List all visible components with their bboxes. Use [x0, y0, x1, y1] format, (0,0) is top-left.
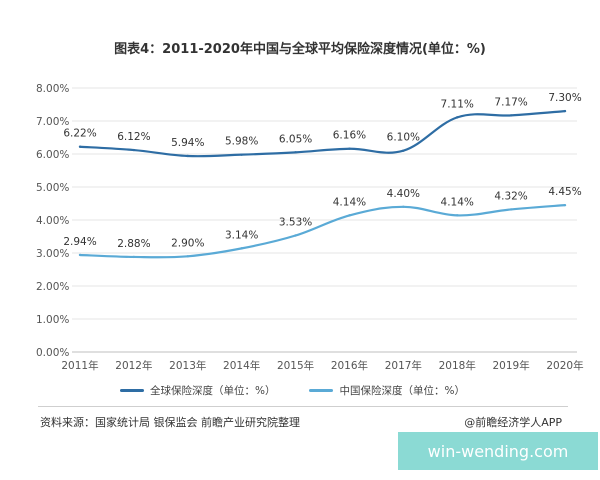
x-tick-label: 2020年 — [546, 359, 583, 372]
data-label: 6.22% — [63, 128, 96, 140]
x-tick-label: 2014年 — [223, 359, 260, 372]
data-point — [402, 205, 405, 208]
legend: 全球保险深度（单位：%） 中国保险深度（单位：%） — [120, 383, 465, 398]
data-label: 2.94% — [63, 236, 96, 248]
legend-item-china[interactable]: 中国保险深度（单位：%） — [309, 383, 465, 398]
data-point — [456, 116, 459, 119]
x-axis-ticks: 2011年 2012年 2013年 2014年 2015年 2016年 2017年 2018年… — [61, 359, 583, 372]
line-chart: 0.00% 1.00% 2.00% 3.00% 4.00% 5.00% 6.00% 7.00%… — [36, 83, 584, 372]
data-point — [294, 234, 297, 237]
data-label: 7.17% — [494, 96, 527, 108]
data-label: 4.14% — [441, 196, 474, 208]
x-tick-label: 2019年 — [492, 359, 529, 372]
data-label: 6.12% — [117, 131, 150, 143]
series-layer — [78, 109, 567, 259]
legend-swatch-global — [120, 389, 144, 392]
y-tick-label: 3.00% — [36, 248, 69, 260]
y-tick-label: 4.00% — [36, 215, 69, 227]
data-label: 2.90% — [171, 237, 204, 249]
y-tick-label: 8.00% — [36, 83, 69, 95]
x-tick-label: 2017年 — [385, 359, 422, 372]
data-point — [240, 247, 243, 250]
watermark-banner: win-wending.com — [398, 432, 598, 470]
data-label: 4.32% — [494, 190, 527, 202]
y-tick-label: 0.00% — [36, 347, 69, 359]
data-point — [563, 203, 567, 207]
data-point — [456, 214, 459, 217]
x-tick-label: 2016年 — [331, 359, 368, 372]
legend-swatch-china — [309, 389, 334, 392]
y-tick-label: 6.00% — [36, 149, 69, 161]
data-point — [240, 153, 243, 156]
data-label: 2.88% — [117, 238, 150, 250]
data-label: 5.98% — [225, 136, 258, 148]
grid-layer — [72, 87, 577, 353]
x-tick-label: 2015年 — [277, 359, 314, 372]
chart-title: 图表4：2011-2020年中国与全球平均保险深度情况(单位：%) — [114, 42, 486, 57]
data-label: 5.94% — [171, 137, 204, 149]
legend-label-global: 全球保险深度（单位：%） — [150, 385, 276, 397]
data-label: 4.14% — [333, 196, 366, 208]
data-point — [348, 214, 351, 217]
data-point — [294, 151, 297, 154]
data-point — [563, 109, 567, 113]
footer-divider — [38, 406, 568, 407]
y-tick-label: 7.00% — [36, 116, 69, 128]
data-label: 3.14% — [225, 229, 258, 241]
data-point — [132, 255, 136, 259]
series-line-global — [79, 110, 566, 158]
data-point — [402, 149, 405, 152]
data-point — [78, 145, 82, 148]
y-tick-label: 5.00% — [36, 182, 69, 194]
data-point — [509, 208, 513, 211]
data-label: 3.53% — [279, 217, 312, 229]
data-point — [132, 148, 136, 152]
data-point — [186, 255, 189, 258]
data-point — [186, 154, 189, 158]
x-tick-label: 2012年 — [115, 359, 152, 372]
data-label: 4.45% — [548, 186, 581, 198]
data-point — [348, 147, 351, 150]
legend-item-global[interactable]: 全球保险深度（单位：%） — [120, 383, 275, 398]
x-tick-label: 2018年 — [439, 359, 476, 372]
y-tick-label: 2.00% — [36, 281, 69, 293]
data-point — [78, 253, 82, 257]
y-tick-label: 1.00% — [36, 314, 69, 326]
brand-credit: @前瞻经济学人APP — [464, 416, 562, 429]
data-label: 7.30% — [548, 92, 581, 104]
data-label: 6.05% — [279, 133, 312, 145]
legend-label-china: 中国保险深度（单位：%） — [339, 385, 465, 397]
y-axis-ticks: 0.00% 1.00% 2.00% 3.00% 4.00% 5.00% 6.00% 7.00%… — [36, 83, 69, 359]
x-tick-label: 2013年 — [169, 359, 206, 372]
x-tick-label: 2011年 — [61, 359, 98, 372]
data-label: 6.10% — [387, 132, 420, 144]
source-note: 资料来源：国家统计局 银保监会 前瞻产业研究院整理 — [40, 416, 300, 429]
data-label: 7.11% — [441, 98, 474, 110]
data-point — [509, 114, 513, 117]
data-labels: 6.22% 6.12% 5.94% 5.98% 6.05% 6.16% 6.10% 7.11%… — [63, 92, 581, 250]
series-line-china — [79, 204, 566, 259]
data-label: 6.16% — [333, 130, 366, 142]
data-label: 4.40% — [387, 188, 420, 200]
